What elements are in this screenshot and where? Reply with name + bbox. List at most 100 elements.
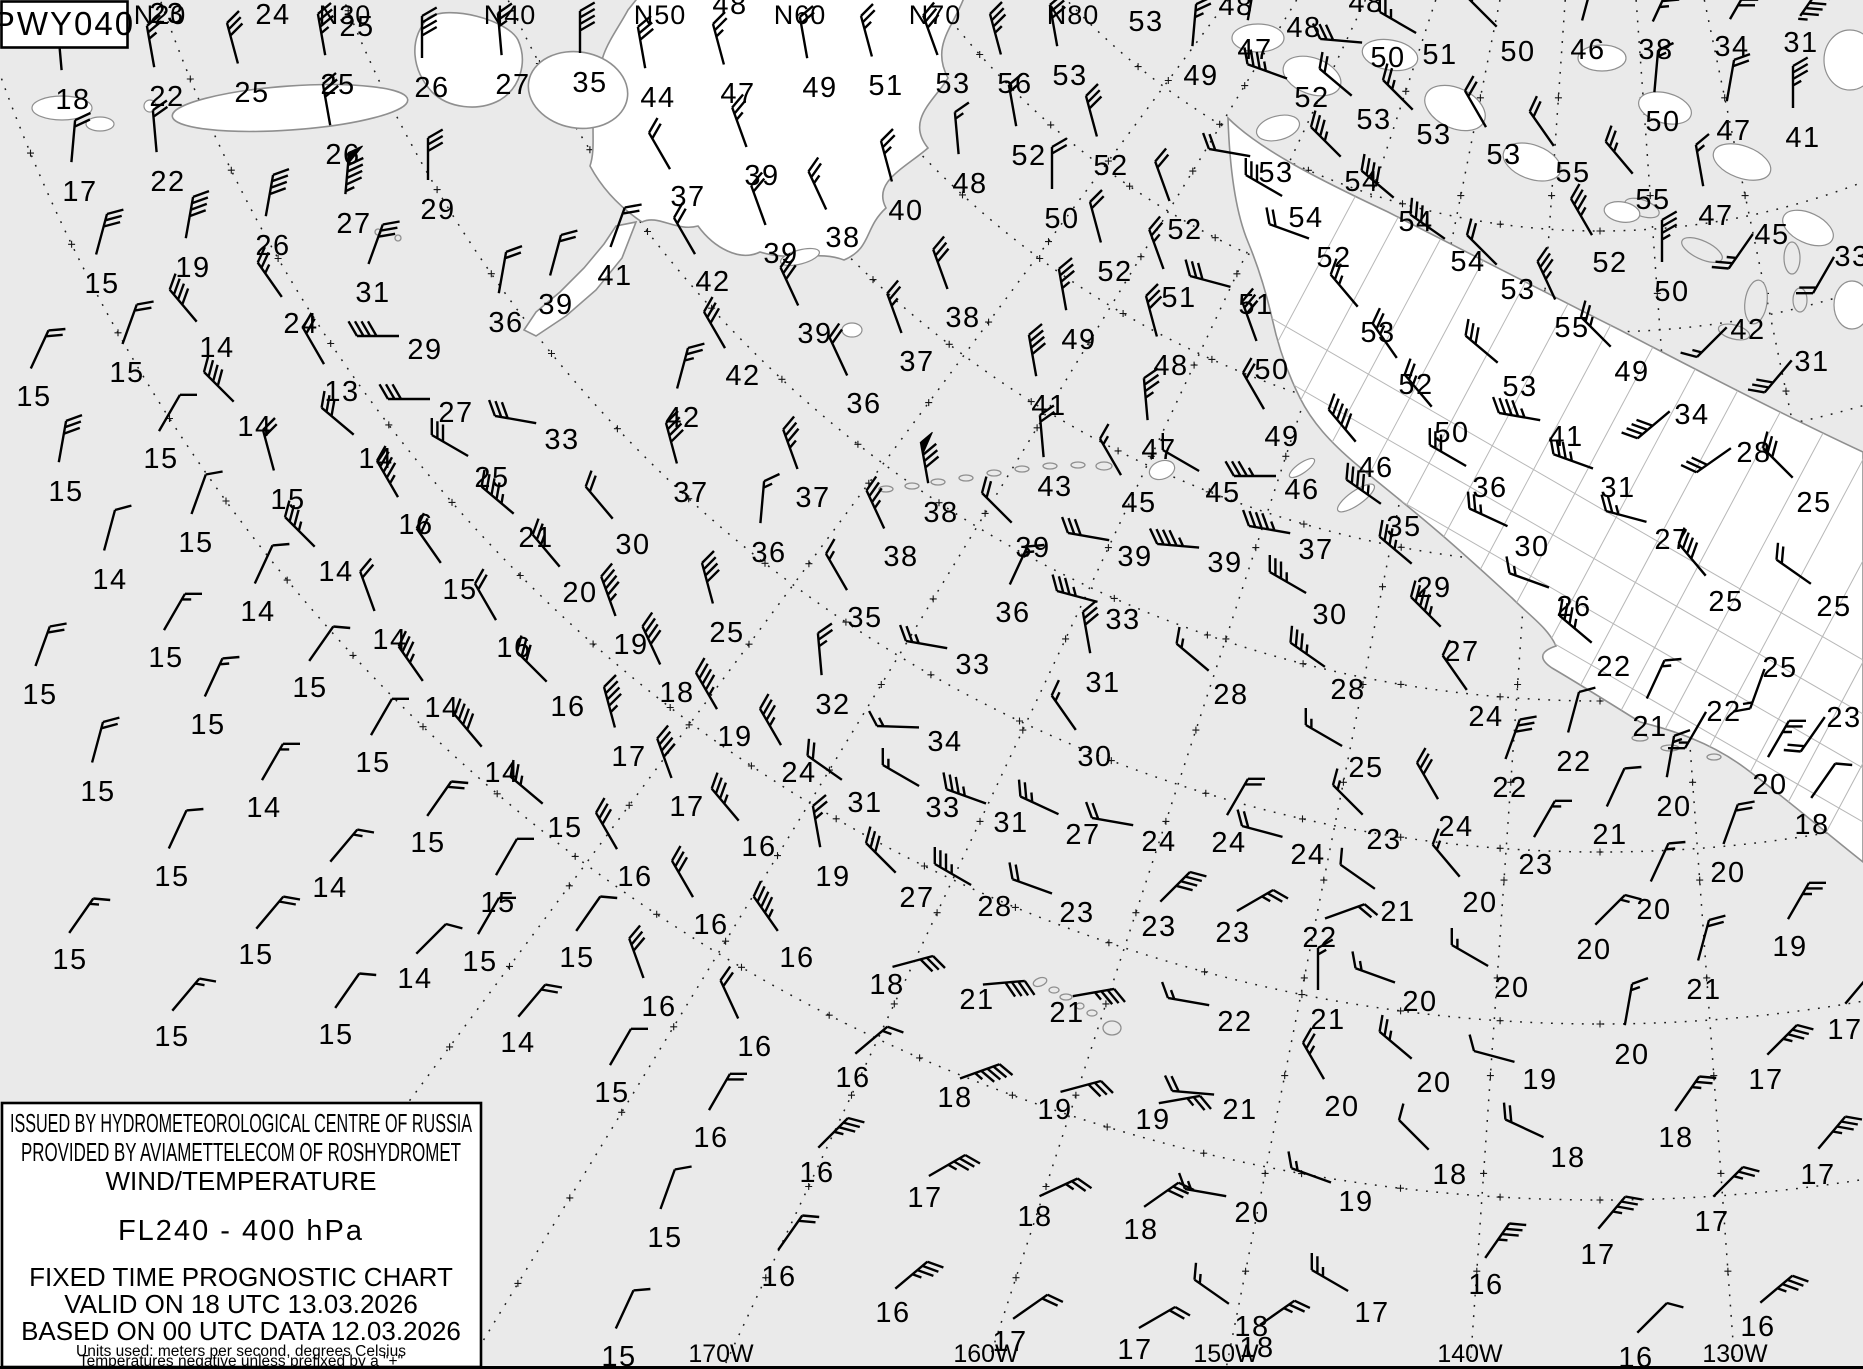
station: 15 bbox=[647, 1165, 692, 1254]
admin-line bbox=[1493, 149, 1863, 862]
station-temperature: 16 bbox=[779, 942, 814, 974]
station: 23 bbox=[1141, 870, 1207, 943]
station: 47 bbox=[1141, 367, 1176, 466]
station-temperature: 47 bbox=[1716, 115, 1751, 147]
station: 17 bbox=[1800, 1115, 1863, 1191]
station-temperature: 52 bbox=[1167, 214, 1202, 246]
station: 20 bbox=[1177, 1172, 1268, 1229]
station-temperature: 49 bbox=[1264, 421, 1299, 453]
wind-barb bbox=[1265, 207, 1310, 240]
station-temperature: 20 bbox=[1576, 934, 1611, 966]
wind-barb bbox=[1621, 410, 1671, 440]
station: 52 bbox=[1243, 47, 1329, 114]
island-blob bbox=[527, 50, 629, 130]
wind-barb bbox=[614, 1287, 651, 1330]
station: 22 bbox=[1492, 715, 1537, 804]
station: 19 bbox=[1287, 1151, 1372, 1218]
station: 29 bbox=[347, 320, 441, 366]
wind-barb bbox=[1397, 1103, 1430, 1151]
wind-barb bbox=[255, 895, 301, 930]
station-temperature: 17 bbox=[1580, 1239, 1615, 1271]
station: 50 bbox=[1044, 137, 1078, 235]
station: 47 bbox=[1716, 52, 1751, 147]
wind-barb bbox=[145, 14, 162, 68]
station-temperature: 53 bbox=[1360, 317, 1395, 349]
wind-barb bbox=[1259, 1299, 1311, 1326]
station: 45 bbox=[1711, 219, 1788, 270]
station-temperature: 36 bbox=[846, 388, 881, 420]
station: 16 bbox=[1468, 1222, 1527, 1301]
wind-barb bbox=[1464, 318, 1499, 364]
station: 15 bbox=[48, 413, 83, 508]
station-temperature: 23 bbox=[1366, 824, 1401, 856]
wind-barb bbox=[1549, 437, 1594, 470]
station: 22 bbox=[1556, 686, 1596, 778]
station-temperature: 49 bbox=[802, 72, 837, 104]
station: 50 bbox=[1241, 287, 1289, 386]
station-temperature: 50 bbox=[1254, 354, 1289, 386]
station: 53 bbox=[1465, 218, 1535, 306]
station-temperature: 52 bbox=[1294, 82, 1329, 114]
station: 30 bbox=[1268, 555, 1346, 631]
station: 37 bbox=[647, 117, 704, 213]
station-temperature: 16 bbox=[1618, 1342, 1653, 1369]
wind-barb bbox=[1665, 728, 1691, 778]
station: 38 bbox=[932, 235, 979, 334]
station: 21 bbox=[1049, 987, 1126, 1029]
wind-barb bbox=[816, 622, 834, 676]
wind-barb bbox=[1722, 800, 1755, 845]
wind-barb bbox=[34, 622, 67, 667]
station-temperature: 16 bbox=[693, 1122, 728, 1154]
station-temperature: 28 bbox=[977, 891, 1012, 923]
wind-barb bbox=[359, 557, 376, 612]
station: 23 bbox=[1008, 862, 1093, 929]
station-temperature: 18 bbox=[1239, 1332, 1274, 1364]
station-temperature: 48 bbox=[1348, 0, 1383, 19]
wind-barb bbox=[1027, 323, 1047, 377]
station: 53 bbox=[1128, 6, 1162, 38]
station: 27 bbox=[378, 383, 472, 429]
island-small-2 bbox=[85, 116, 115, 132]
station-temperature: 19 bbox=[1772, 931, 1807, 963]
station-temperature: 47 bbox=[1141, 434, 1176, 466]
wind-barb bbox=[1331, 768, 1364, 816]
station: 14 bbox=[246, 742, 300, 824]
station-temperature: 50 bbox=[1434, 417, 1469, 449]
admin-line bbox=[1239, 299, 1863, 661]
station-temperature: 16 bbox=[641, 991, 676, 1023]
station: 18 bbox=[641, 611, 693, 709]
wind-barb bbox=[664, 410, 684, 464]
wind-barb bbox=[1653, 41, 1675, 93]
wind-barb bbox=[369, 697, 409, 736]
station: 39 bbox=[538, 229, 578, 321]
station: 23 bbox=[149, 0, 183, 30]
wind-barb bbox=[1381, 63, 1414, 111]
station-temperature: 21 bbox=[1049, 997, 1084, 1029]
station: 14 bbox=[283, 500, 352, 588]
station-temperature: 35 bbox=[847, 602, 882, 634]
wind-barb bbox=[719, 965, 740, 1020]
station: 19 bbox=[1135, 1094, 1212, 1136]
station: 17 bbox=[1694, 1165, 1760, 1238]
wind-barb bbox=[473, 568, 498, 621]
wind-barb bbox=[320, 390, 355, 436]
station: 20 bbox=[1576, 893, 1642, 966]
station-temperature: 53 bbox=[1500, 274, 1535, 306]
station-temperature: 31 bbox=[993, 807, 1028, 839]
wind-barb bbox=[932, 235, 950, 290]
station-temperature: 19 bbox=[717, 721, 752, 753]
station-temperature: 14 bbox=[397, 963, 432, 995]
station-temperature: 16 bbox=[761, 1261, 796, 1293]
wind-barb bbox=[531, 518, 561, 568]
station-temperature: 38 bbox=[923, 497, 958, 529]
wind-barb bbox=[1241, 357, 1266, 410]
station: 15 bbox=[601, 1287, 651, 1369]
station-temperature: 20 bbox=[1710, 857, 1745, 889]
station: 14 bbox=[240, 542, 290, 628]
station-temperature: 16 bbox=[741, 831, 776, 863]
station: 27 bbox=[1600, 494, 1688, 556]
station-temperature: 15 bbox=[442, 574, 477, 606]
wind-barb bbox=[494, 837, 534, 876]
station-temperature: 32 bbox=[815, 689, 850, 721]
arctic-islands bbox=[1231, 23, 1863, 330]
